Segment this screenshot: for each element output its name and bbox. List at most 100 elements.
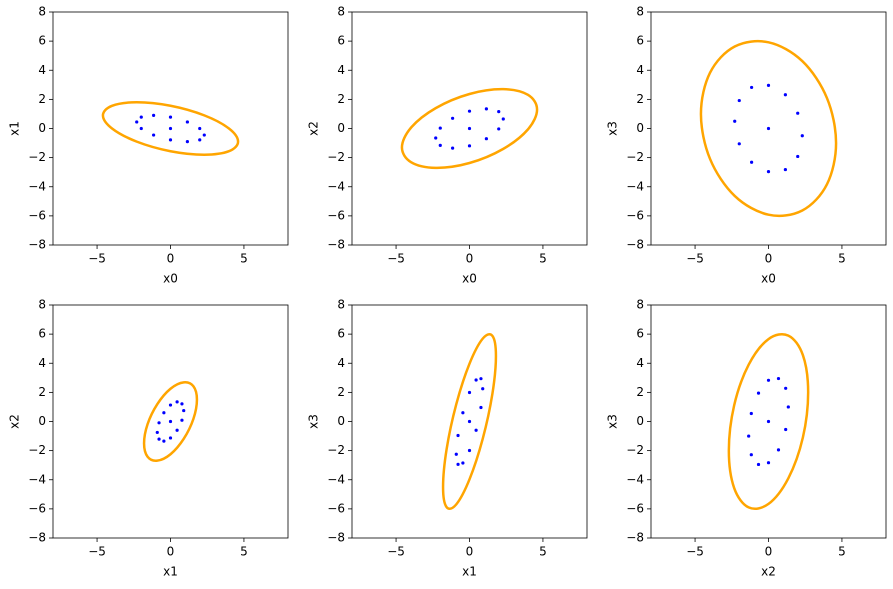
y-tick-label: −8 — [28, 531, 46, 545]
y-tick-label: 6 — [636, 327, 644, 341]
point — [198, 126, 202, 131]
point — [800, 134, 804, 138]
y-tick-label: 4 — [38, 356, 46, 370]
y-tick-label: −2 — [327, 443, 345, 457]
y-tick-label: −4 — [626, 472, 644, 486]
point — [766, 461, 771, 465]
point — [766, 419, 771, 424]
y-axis-label: x2 — [8, 414, 22, 429]
point — [750, 85, 754, 90]
y-tick-label: 4 — [337, 63, 345, 77]
point — [784, 386, 788, 390]
subplot: −5 0 5 −8 −6 −4 −2 0 2 4 6 8 x0 x3 — [606, 5, 887, 286]
point — [157, 437, 161, 441]
point — [454, 452, 458, 456]
y-tick-label: 8 — [38, 298, 46, 312]
y-tick-label: 2 — [38, 92, 46, 106]
y-tick-label: −2 — [28, 443, 46, 457]
point — [467, 419, 472, 424]
ellipse-line — [699, 39, 838, 218]
ellipse-line — [727, 332, 810, 511]
point — [501, 117, 505, 121]
y-tick-label: 2 — [38, 385, 46, 399]
point — [766, 170, 771, 174]
point — [451, 116, 455, 120]
point — [733, 119, 737, 123]
x-axis-label: x1 — [163, 565, 178, 579]
point — [783, 167, 787, 172]
y-tick-label: 6 — [38, 34, 46, 48]
point — [796, 154, 800, 159]
point — [467, 126, 472, 131]
point — [168, 138, 173, 142]
subplot: −5 0 5 −8 −6 −4 −2 0 2 4 6 8 x2 x3 — [606, 298, 887, 579]
y-tick-label: 6 — [337, 34, 345, 48]
y-tick-label: −4 — [28, 472, 46, 486]
point — [175, 428, 179, 432]
point — [484, 137, 488, 141]
x-tick-label: 0 — [167, 545, 175, 559]
y-tick-label: 4 — [636, 63, 644, 77]
point — [168, 403, 173, 407]
point — [152, 113, 156, 117]
point — [180, 402, 184, 406]
point — [474, 428, 478, 432]
y-tick-label: −6 — [626, 208, 644, 222]
point — [737, 142, 741, 146]
point — [168, 419, 173, 424]
y-tick-label: 6 — [337, 327, 345, 341]
x-tick-label: 0 — [466, 545, 474, 559]
x-tick-label: 5 — [838, 252, 846, 266]
point — [766, 126, 771, 131]
y-tick-label: 8 — [38, 5, 46, 19]
y-tick-label: −2 — [327, 150, 345, 164]
y-tick-label: 2 — [636, 385, 644, 399]
y-tick-label: 8 — [636, 5, 644, 19]
x-tick-label: 5 — [539, 545, 547, 559]
x-axis-label: x0 — [163, 272, 178, 286]
point — [749, 411, 753, 416]
y-tick-label: 8 — [636, 298, 644, 312]
y-tick-label: −6 — [28, 501, 46, 515]
y-tick-label: −6 — [28, 208, 46, 222]
x-tick-label: 0 — [167, 252, 175, 266]
point — [783, 93, 787, 97]
y-tick-label: −2 — [626, 443, 644, 457]
point — [168, 436, 173, 440]
ellipse-line — [441, 333, 498, 510]
x-tick-label: 0 — [765, 545, 773, 559]
y-tick-label: 0 — [38, 414, 46, 428]
point — [202, 133, 206, 137]
y-tick-label: −8 — [626, 531, 644, 545]
x-tick-label: 5 — [240, 545, 248, 559]
point — [185, 120, 189, 124]
point — [479, 377, 483, 381]
point — [766, 83, 771, 87]
y-tick-label: −4 — [327, 179, 345, 193]
point — [467, 109, 472, 113]
point — [766, 378, 771, 382]
point — [456, 433, 460, 438]
y-tick-label: 2 — [636, 92, 644, 106]
point — [162, 411, 166, 415]
subplot: −5 0 5 −8 −6 −4 −2 0 2 4 6 8 x1 x3 — [307, 298, 588, 579]
subplot: −5 0 5 −8 −6 −4 −2 0 2 4 6 8 x0 x1 — [8, 5, 289, 286]
point — [461, 461, 465, 465]
y-tick-label: −4 — [626, 179, 644, 193]
y-tick-label: −6 — [327, 208, 345, 222]
y-tick-label: −8 — [327, 531, 345, 545]
point — [434, 136, 438, 140]
point — [474, 378, 478, 382]
x-axis-label: x0 — [761, 272, 776, 286]
y-tick-label: 6 — [636, 34, 644, 48]
x-tick-label: 5 — [240, 252, 248, 266]
point — [175, 400, 179, 404]
x-tick-label: 0 — [765, 252, 773, 266]
x-tick-label: −5 — [387, 545, 405, 559]
y-axis-label: x3 — [606, 121, 620, 136]
point — [168, 115, 173, 119]
y-tick-label: 6 — [38, 327, 46, 341]
ellipse-line — [101, 101, 240, 156]
x-axis-label: x0 — [462, 272, 477, 286]
